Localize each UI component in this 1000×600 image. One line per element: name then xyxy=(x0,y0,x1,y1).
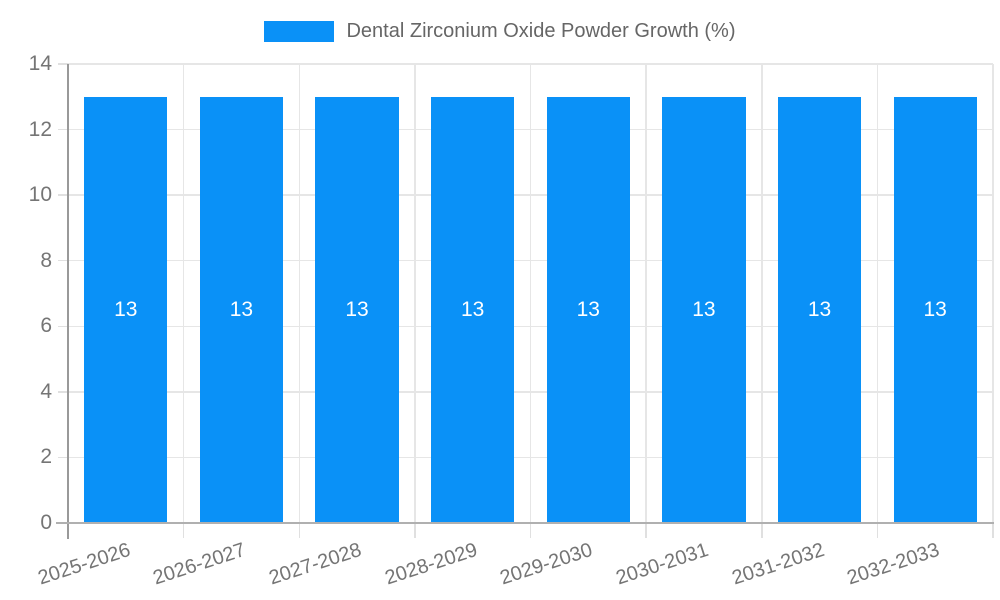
bar-value-label-2026-2027: 13 xyxy=(229,297,254,321)
x-tick-2 xyxy=(298,523,300,538)
x-tick-7 xyxy=(876,523,879,538)
bar-value-label-2029-2030: 13 xyxy=(576,297,600,321)
bar-2032-2033[interactable]: 13 xyxy=(893,96,977,523)
y-tick-label-2: 2 xyxy=(40,445,52,469)
legend: Dental Zirconium Oxide Powder Growth (%) xyxy=(0,18,1000,44)
bar-value-label-2028-2029: 13 xyxy=(461,297,485,321)
plot-area: 13 13 13 13 13 13 13 13 xyxy=(56,63,994,539)
legend-item[interactable]: Dental Zirconium Oxide Powder Growth (%) xyxy=(264,18,736,44)
x-tick-3 xyxy=(414,523,416,538)
x-tick-5 xyxy=(645,523,647,538)
v-gridline-6 xyxy=(761,64,763,523)
bar-2030-2031[interactable]: 13 xyxy=(662,96,746,523)
y-tick-8 xyxy=(58,259,68,262)
bar-value-label-2027-2028: 13 xyxy=(345,297,369,321)
y-tick-label-0: 0 xyxy=(40,511,52,534)
x-axis-line xyxy=(56,522,994,524)
y-tick-12 xyxy=(58,128,68,131)
bar-value-label-2031-2032: 13 xyxy=(807,297,832,321)
bar-2029-2030[interactable]: 13 xyxy=(546,96,630,523)
v-gridline-4 xyxy=(529,64,532,523)
bar-value-label-2025-2026: 13 xyxy=(114,297,138,321)
bar-2025-2026[interactable]: 13 xyxy=(84,96,168,523)
y-tick-label-10: 10 xyxy=(28,183,52,207)
bar-2028-2029[interactable]: 13 xyxy=(431,96,515,523)
y-tick-label-14: 14 xyxy=(28,52,52,75)
v-gridline-3 xyxy=(414,64,416,523)
legend-label: Dental Zirconium Oxide Powder Growth (%) xyxy=(346,20,736,42)
x-tick-6 xyxy=(761,523,763,538)
v-gridline-7 xyxy=(876,64,879,523)
bar-value-label-2032-2033: 13 xyxy=(923,297,947,321)
v-gridline-1 xyxy=(182,64,185,523)
y-tick-2 xyxy=(58,456,68,459)
y-tick-10 xyxy=(58,194,68,196)
y-tick-label-6: 6 xyxy=(40,314,52,338)
v-gridline-8 xyxy=(992,64,994,523)
y-tick-14 xyxy=(58,63,68,65)
y-tick-label-8: 8 xyxy=(40,248,52,272)
legend-swatch xyxy=(264,20,335,42)
v-gridline-5 xyxy=(645,64,647,523)
x-tick-4 xyxy=(529,523,532,538)
v-gridline-2 xyxy=(298,64,300,523)
y-tick-6 xyxy=(58,325,68,328)
bar-2027-2028[interactable]: 13 xyxy=(315,96,399,523)
x-tick-8 xyxy=(992,523,994,538)
y-tick-label-4: 4 xyxy=(40,379,52,403)
y-tick-label-12: 12 xyxy=(28,117,52,141)
bar-2026-2027[interactable]: 13 xyxy=(199,96,284,523)
x-tick-1 xyxy=(182,523,185,538)
y-tick-4 xyxy=(58,391,68,393)
y-axis-line xyxy=(67,64,69,539)
bar-value-label-2030-2031: 13 xyxy=(692,297,716,321)
bar-2031-2032[interactable]: 13 xyxy=(777,96,862,523)
